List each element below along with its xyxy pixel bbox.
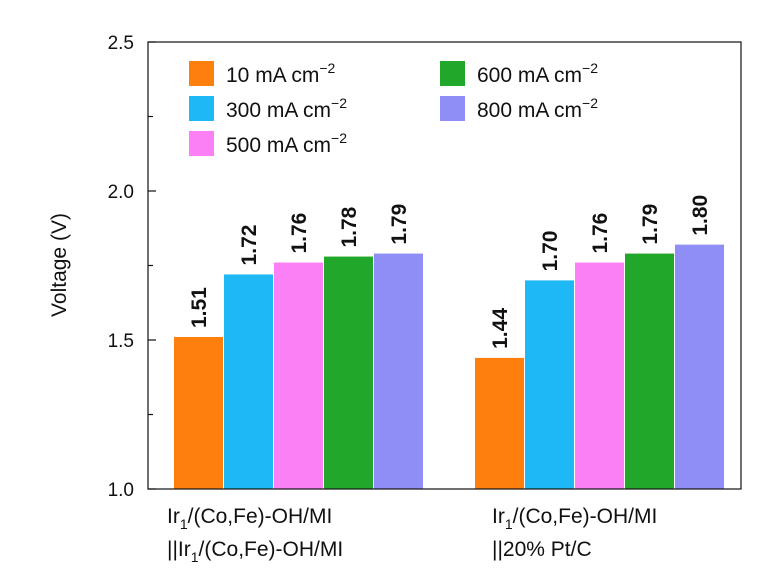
bar-data-label: 1.79 bbox=[388, 204, 411, 245]
bar-data-label: 1.80 bbox=[689, 195, 712, 236]
legend-swatch bbox=[189, 131, 214, 156]
legend-item: 800 mA cm−2 bbox=[440, 95, 598, 122]
category-label-line: Ir1/(Co,Fe)-OH/MI bbox=[167, 505, 332, 532]
bar-data-label: 1.70 bbox=[539, 231, 562, 272]
category-label-line: ||20% Pt/C bbox=[492, 538, 592, 561]
bar-data-label: 1.76 bbox=[589, 213, 612, 254]
bar-data-label: 1.76 bbox=[288, 213, 311, 254]
category-label-line: ||Ir1/(Co,Fe)-OH/MI bbox=[167, 538, 343, 565]
bar-data-label: 1.51 bbox=[188, 287, 211, 328]
x-category-labels: Ir1/(Co,Fe)-OH/MI||Ir1/(Co,Fe)-OH/MIIr1/… bbox=[167, 505, 657, 565]
bar-data-label: 1.72 bbox=[238, 225, 261, 266]
legend-swatch bbox=[440, 96, 465, 121]
bar bbox=[174, 337, 223, 489]
bar bbox=[625, 253, 674, 489]
bars-layer bbox=[174, 244, 724, 489]
y-axis-label: Voltage (V) bbox=[48, 213, 71, 317]
bar-data-label: 1.78 bbox=[338, 206, 361, 247]
bar-data-label: 1.79 bbox=[639, 204, 662, 245]
bar bbox=[374, 253, 423, 489]
legend-item: 300 mA cm−2 bbox=[189, 95, 347, 122]
legend-label: 600 mA cm−2 bbox=[477, 60, 598, 87]
bar bbox=[475, 357, 524, 489]
bar bbox=[274, 262, 323, 489]
y-tick-label: 1.0 bbox=[108, 480, 134, 501]
bar bbox=[675, 244, 724, 489]
y-ticks-layer: 1.0 1.5 2.0 2.5 bbox=[108, 33, 156, 501]
legend-swatch bbox=[189, 96, 214, 121]
bar bbox=[575, 262, 624, 489]
data-labels-layer: 1.51 1.44 1.72 1.70 1.76 1.76 1.78 1.79 1.79 1.80 bbox=[188, 195, 712, 349]
legend: 10 mA cm−2 300 mA cm−2 500 mA cm−2 600 mA c… bbox=[189, 60, 598, 157]
y-tick-label: 2.0 bbox=[108, 182, 134, 203]
bar bbox=[224, 274, 273, 489]
legend-swatch bbox=[440, 61, 465, 86]
legend-item: 600 mA cm−2 bbox=[440, 60, 598, 87]
category-label: Ir1/(Co,Fe)-OH/MI ||20% Pt/C bbox=[492, 505, 657, 561]
bar bbox=[525, 280, 574, 489]
y-tick-label: 1.5 bbox=[108, 331, 134, 352]
bar bbox=[324, 256, 373, 489]
legend-label: 10 mA cm−2 bbox=[226, 60, 336, 87]
legend-label: 300 mA cm−2 bbox=[226, 95, 347, 122]
legend-item: 500 mA cm−2 bbox=[189, 130, 347, 157]
legend-item: 10 mA cm−2 bbox=[189, 60, 336, 87]
y-tick-label: 2.5 bbox=[108, 33, 134, 54]
category-label-line: Ir1/(Co,Fe)-OH/MI bbox=[492, 505, 657, 532]
category-label: Ir1/(Co,Fe)-OH/MI ||Ir1/(Co,Fe)-OH/MI bbox=[167, 505, 343, 565]
legend-label: 800 mA cm−2 bbox=[477, 95, 598, 122]
legend-label: 500 mA cm−2 bbox=[226, 130, 347, 157]
bar-data-label: 1.44 bbox=[489, 308, 512, 349]
legend-swatch bbox=[189, 61, 214, 86]
